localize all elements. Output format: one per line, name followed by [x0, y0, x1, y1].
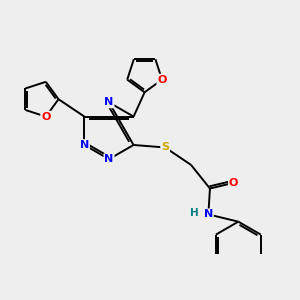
Text: N: N [80, 140, 89, 150]
Text: N: N [104, 98, 114, 107]
Text: S: S [161, 142, 169, 152]
Text: O: O [157, 75, 167, 85]
Text: N: N [204, 209, 213, 219]
Text: N: N [104, 154, 114, 164]
Text: O: O [229, 178, 238, 188]
Text: H: H [190, 208, 199, 218]
Text: O: O [41, 112, 50, 122]
